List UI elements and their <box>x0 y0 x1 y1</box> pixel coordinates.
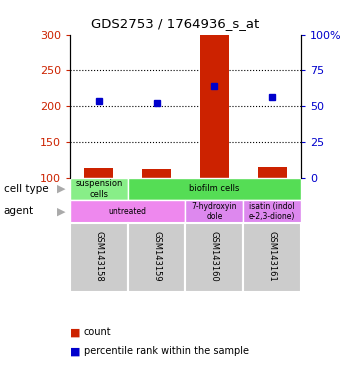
Text: isatin (indol
e-2,3-dione): isatin (indol e-2,3-dione) <box>249 202 295 221</box>
Text: percentile rank within the sample: percentile rank within the sample <box>84 346 249 356</box>
Text: GDS2753 / 1764936_s_at: GDS2753 / 1764936_s_at <box>91 17 259 30</box>
Bar <box>70 178 128 200</box>
Bar <box>243 223 301 292</box>
Text: suspension
cells: suspension cells <box>75 179 122 199</box>
Bar <box>142 169 171 178</box>
Text: cell type: cell type <box>4 184 48 194</box>
Bar <box>258 167 287 178</box>
Text: GSM143158: GSM143158 <box>94 231 103 282</box>
Text: agent: agent <box>4 207 34 217</box>
Text: 7-hydroxyin
dole: 7-hydroxyin dole <box>191 202 237 221</box>
Text: biofilm cells: biofilm cells <box>189 184 239 194</box>
Bar <box>84 169 113 178</box>
Bar <box>128 223 186 292</box>
Bar <box>70 223 128 292</box>
Text: GSM143159: GSM143159 <box>152 231 161 281</box>
Text: ■: ■ <box>70 327 80 337</box>
Text: count: count <box>84 327 112 337</box>
Bar <box>186 200 243 223</box>
Bar <box>128 178 301 200</box>
Text: ▶: ▶ <box>57 207 65 217</box>
Text: ▶: ▶ <box>57 184 65 194</box>
Bar <box>186 223 243 292</box>
Text: GSM143161: GSM143161 <box>268 231 276 282</box>
Bar <box>70 200 186 223</box>
Text: GSM143160: GSM143160 <box>210 231 219 282</box>
Text: untreated: untreated <box>109 207 147 216</box>
Bar <box>200 35 229 178</box>
Text: ■: ■ <box>70 346 80 356</box>
Bar <box>243 200 301 223</box>
